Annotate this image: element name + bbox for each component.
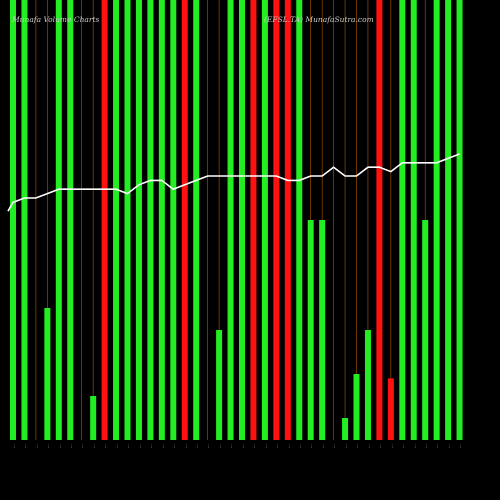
chart-title-right: (EFSL.TA) MunafaSutra.com [264, 15, 374, 24]
bar-down [284, 0, 291, 440]
x-tick-label: … [252, 444, 257, 449]
x-tick-label: … [46, 444, 51, 449]
x-tick-label: … [229, 444, 234, 449]
bar-up [193, 0, 200, 440]
x-tick-label: … [332, 444, 337, 449]
bar-up [296, 0, 303, 440]
x-tick-label: … [126, 444, 131, 449]
bar-up [216, 330, 223, 440]
bar-up [21, 0, 28, 440]
x-tick-label: … [206, 444, 211, 449]
x-tick-label: … [366, 444, 371, 449]
x-tick-label: … [321, 444, 326, 449]
x-tick-label: … [389, 444, 394, 449]
bar-up [410, 0, 417, 440]
bar-up [147, 0, 154, 440]
x-tick-label: … [424, 444, 429, 449]
bar-up [353, 374, 360, 440]
bar-up [158, 0, 165, 440]
bar-up [399, 0, 406, 440]
x-tick-label: … [172, 444, 177, 449]
bar-down [101, 0, 108, 440]
x-tick-label: … [34, 444, 39, 449]
bar-down [250, 0, 257, 440]
average-line [7, 153, 460, 212]
x-tick-label: … [241, 444, 246, 449]
x-tick-label: … [23, 444, 28, 449]
x-tick-label: … [195, 444, 200, 449]
bar-down [387, 378, 394, 440]
bar-up [55, 0, 62, 440]
x-tick-label: … [378, 444, 383, 449]
bar-up [170, 0, 177, 440]
bar-up [422, 220, 429, 440]
bar-down [376, 0, 383, 440]
x-tick-labels: … … … … … … … … … … … … … … … … … … … … … … … … … … … … … … … … … … … … … … … … [12, 444, 464, 449]
bar-up [10, 0, 16, 440]
x-tick-label: … [286, 444, 291, 449]
x-tick-label: … [275, 444, 280, 449]
x-tick-label: … [137, 444, 142, 449]
bar-up [319, 220, 326, 440]
bar-up [342, 418, 349, 440]
bar-up [456, 0, 463, 440]
x-tick-label: … [355, 444, 360, 449]
average-line-layer [7, 153, 460, 212]
bar-up [433, 0, 440, 440]
bar-up [445, 0, 452, 440]
bar-down [273, 0, 280, 440]
bar-up [90, 396, 97, 440]
x-tick-label: … [435, 444, 440, 449]
x-tick-label: … [344, 444, 349, 449]
x-tick-label: … [298, 444, 303, 449]
x-tick-label: … [80, 444, 85, 449]
x-tick-label: … [103, 444, 108, 449]
bar-up [227, 0, 234, 440]
x-tick-label: … [309, 444, 314, 449]
bar-separators [12, 0, 460, 440]
x-tick-label: … [183, 444, 188, 449]
x-tick-label: … [69, 444, 74, 449]
bar-up [124, 0, 131, 440]
bar-up [135, 0, 142, 440]
x-tick-label: … [57, 444, 62, 449]
x-tick-label: … [115, 444, 120, 449]
x-tick-label: … [447, 444, 452, 449]
x-tick-label: … [92, 444, 97, 449]
x-tick-label: … [218, 444, 223, 449]
bar-down [181, 0, 188, 440]
bar-up [364, 330, 371, 440]
volume-bars [10, 0, 463, 440]
chart-title-left: Munafa Volume Charts [12, 15, 100, 24]
bar-up [261, 0, 268, 440]
bar-up [307, 220, 314, 440]
x-tick-label: … [12, 444, 17, 449]
x-tick-label: … [412, 444, 417, 449]
bar-up [239, 0, 245, 440]
bar-up [44, 308, 51, 440]
x-tick-label: … [160, 444, 165, 449]
x-tick-label: … [401, 444, 406, 449]
x-tick-label: … [263, 444, 268, 449]
bar-up [67, 0, 74, 440]
x-tick-label: … [458, 444, 463, 449]
x-tick-label: … [149, 444, 154, 449]
bar-up [113, 0, 120, 440]
